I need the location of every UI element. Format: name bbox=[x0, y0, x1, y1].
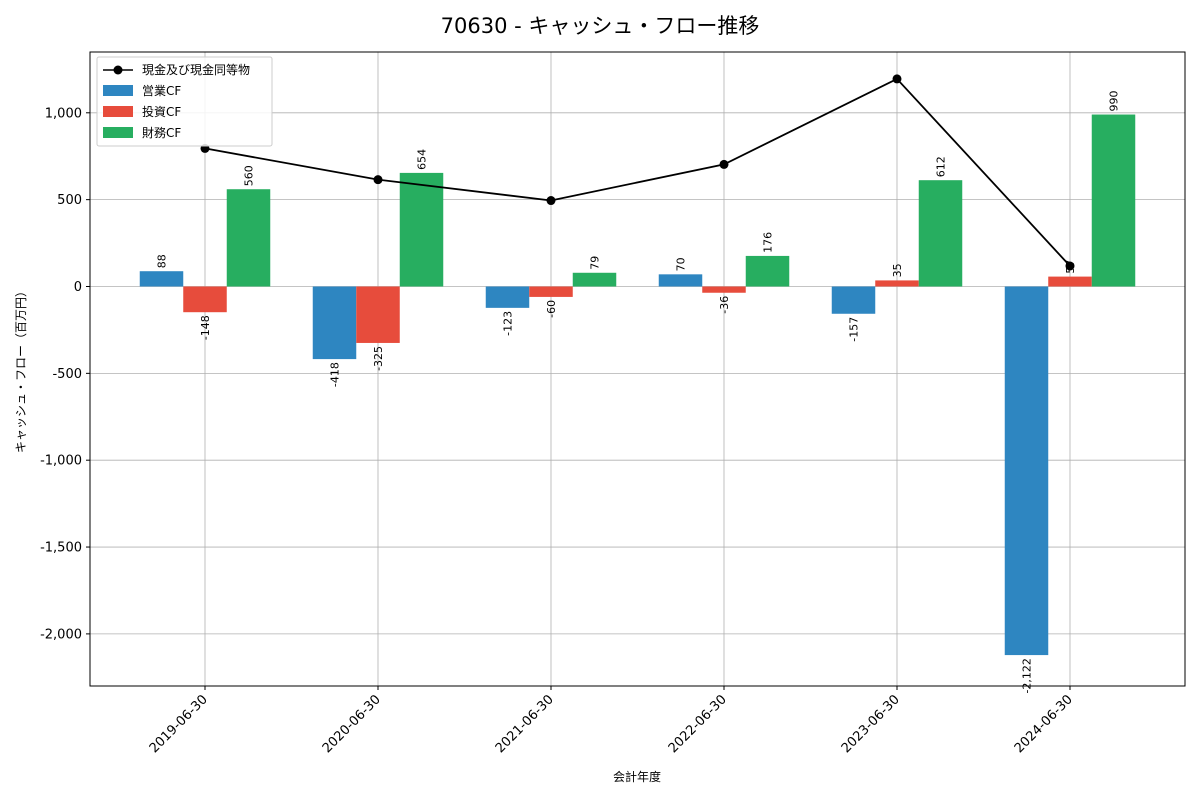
y-tick-label: -1,000 bbox=[40, 454, 82, 469]
cash-line-point bbox=[1065, 261, 1075, 271]
x-tick-label: 2020-06-30 bbox=[320, 692, 384, 756]
data-label: -157 bbox=[848, 317, 861, 342]
x-axis-title: 会計年度 bbox=[613, 769, 661, 784]
x-tick-label: 2023-06-30 bbox=[839, 692, 903, 756]
x-tick-label: 2024-06-30 bbox=[1012, 692, 1076, 756]
data-label: 57 bbox=[1064, 260, 1077, 274]
bar bbox=[356, 286, 400, 343]
legend-swatch-investing bbox=[103, 106, 133, 117]
legend-line-marker bbox=[113, 65, 123, 75]
data-label: 79 bbox=[589, 256, 602, 270]
bar bbox=[1091, 114, 1136, 287]
data-label: 88 bbox=[156, 254, 169, 268]
data-label: 70 bbox=[675, 257, 688, 271]
bar bbox=[183, 286, 227, 313]
x-tick-label: 2022-06-30 bbox=[666, 692, 730, 756]
data-label: -123 bbox=[502, 311, 515, 336]
bars-layer bbox=[139, 114, 1136, 656]
bar bbox=[658, 274, 703, 287]
bar bbox=[1004, 286, 1049, 656]
bar bbox=[702, 286, 746, 293]
bar bbox=[226, 189, 271, 287]
data-label: 612 bbox=[935, 156, 948, 177]
data-label: -325 bbox=[372, 346, 385, 371]
data-label: -148 bbox=[199, 315, 212, 340]
legend-box bbox=[96, 56, 273, 147]
legend-label-investing: 投資CF bbox=[142, 104, 181, 119]
data-label: 560 bbox=[243, 165, 256, 186]
legend: 現金及び現金同等物 営業CF 投資CF 財務CF bbox=[96, 56, 273, 147]
bar bbox=[529, 286, 573, 297]
legend-label-financing: 財務CF bbox=[142, 125, 181, 140]
bar bbox=[572, 272, 617, 287]
y-tick-label: -2,000 bbox=[40, 627, 82, 642]
cash-line-point bbox=[719, 159, 729, 169]
data-label: 990 bbox=[1108, 91, 1121, 112]
data-label: -60 bbox=[545, 300, 558, 318]
bar bbox=[399, 172, 444, 287]
x-tick-label: 2021-06-30 bbox=[493, 692, 557, 756]
data-label: -36 bbox=[718, 296, 731, 314]
data-labels-layer: 88 -418 -123 70 -157 -2,122 -148 -325 -60 -36 35 57… bbox=[156, 91, 1121, 694]
y-tick-label: 500 bbox=[57, 193, 82, 208]
bar bbox=[312, 286, 357, 360]
legend-swatch-financing bbox=[103, 127, 133, 138]
legend-label-operating: 営業CF bbox=[142, 84, 181, 98]
grid-layer bbox=[90, 52, 1185, 686]
bar bbox=[139, 271, 184, 287]
bar bbox=[745, 255, 790, 287]
cash-line bbox=[204, 77, 1071, 267]
y-tick-label: 0 bbox=[74, 280, 82, 295]
y-tick-label: -500 bbox=[52, 367, 82, 382]
bar bbox=[918, 180, 963, 287]
y-tick-label: 1,000 bbox=[45, 106, 82, 121]
bar bbox=[485, 286, 530, 308]
bar bbox=[1048, 276, 1092, 287]
data-label: -2,122 bbox=[1021, 658, 1034, 693]
data-label: 654 bbox=[416, 149, 429, 170]
cash-line-point bbox=[373, 175, 383, 185]
y-tick-label: -1,500 bbox=[40, 541, 82, 556]
legend-label-cash: 現金及び現金同等物 bbox=[142, 62, 250, 77]
plot-frame bbox=[89, 51, 1186, 687]
legend-swatch-operating bbox=[103, 85, 133, 96]
bar bbox=[875, 280, 919, 287]
line-layer bbox=[200, 74, 1075, 271]
chart-title: 70630 - キャッシュ・フロー推移 bbox=[441, 14, 760, 38]
cash-line-point bbox=[892, 74, 902, 84]
y-axis-title: キャッシュ・フロー（百万円） bbox=[14, 285, 28, 453]
bar bbox=[831, 286, 876, 314]
data-label: -418 bbox=[329, 362, 342, 387]
cash-line-point bbox=[546, 196, 556, 206]
data-label: 176 bbox=[762, 232, 775, 253]
data-label: 35 bbox=[891, 263, 904, 277]
x-tick-label: 2019-06-30 bbox=[147, 692, 211, 756]
